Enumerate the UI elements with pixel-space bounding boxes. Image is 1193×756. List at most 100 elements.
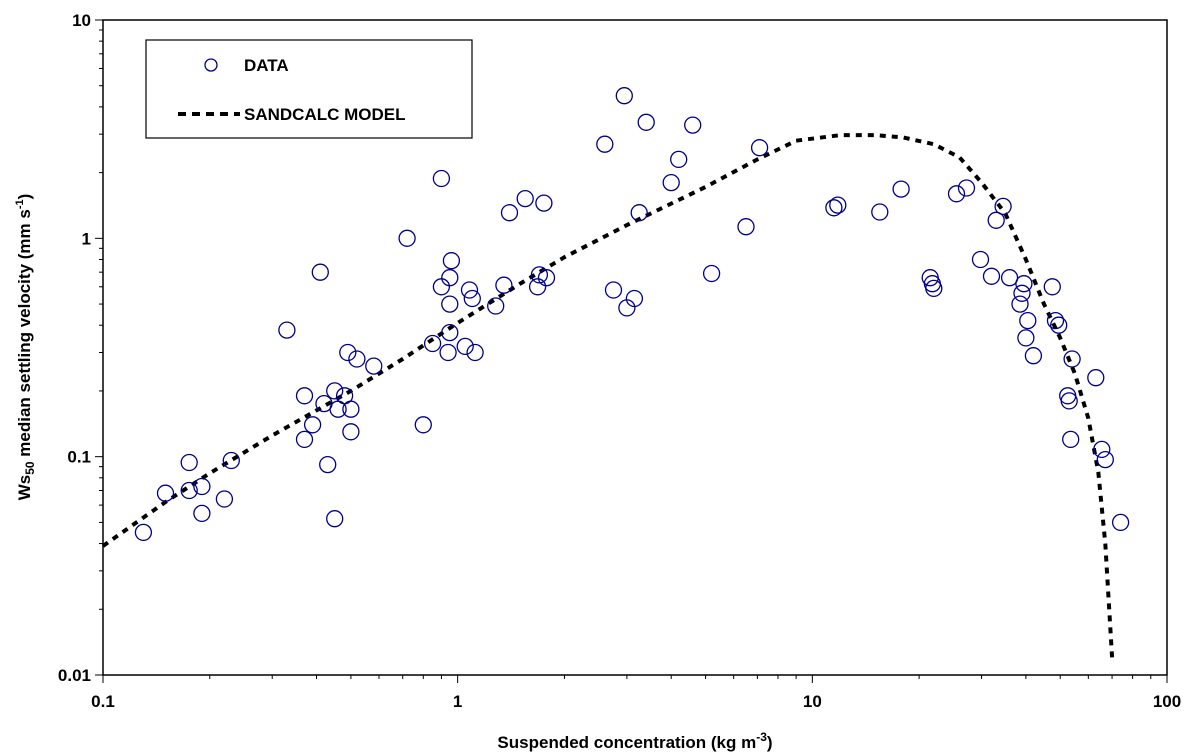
legend: DATA SANDCALC MODEL — [145, 39, 473, 139]
data-point — [348, 350, 366, 368]
legend-data-label: DATA — [244, 56, 289, 75]
data-point — [957, 179, 976, 197]
legend-model-label: SANDCALC MODEL — [244, 105, 406, 124]
plot-frame — [102, 19, 1168, 676]
data-point — [432, 278, 451, 296]
data-point — [604, 281, 623, 299]
data-point — [326, 382, 344, 400]
data-point — [1015, 275, 1033, 293]
data-point — [500, 204, 519, 222]
data-point — [193, 504, 211, 523]
data-point — [439, 343, 457, 362]
y-axis-title-rest: median settling velocity (mm s — [15, 209, 34, 461]
x-tick-label: 1 — [453, 692, 462, 711]
data-point — [625, 289, 644, 308]
data-point — [662, 173, 680, 192]
data-point — [892, 180, 910, 198]
y-tick-label: 10 — [72, 11, 91, 30]
data-point — [319, 455, 337, 474]
data-point — [516, 189, 534, 208]
data-point — [441, 295, 459, 313]
data-point — [994, 197, 1012, 216]
x-axis-title-end: ) — [767, 733, 773, 752]
data-point — [1017, 329, 1035, 347]
x-axis-title-sup: -3 — [756, 730, 767, 744]
data-point — [222, 451, 240, 470]
y-tick-label: 0.01 — [58, 666, 91, 685]
x-axis-title-main: Suspended concentration (kg m — [497, 733, 756, 752]
data-point — [1062, 430, 1080, 449]
data-point — [947, 185, 966, 203]
data-point — [1024, 347, 1043, 365]
data-point — [871, 203, 889, 221]
data-point — [535, 194, 553, 212]
data-point — [1050, 316, 1068, 334]
data-point — [925, 279, 943, 298]
data-point — [528, 278, 547, 296]
data-point — [615, 87, 633, 105]
data-point — [398, 229, 416, 247]
data-point — [530, 266, 549, 284]
data-point — [342, 400, 360, 418]
legend-data-marker — [204, 58, 218, 72]
points-layer — [134, 87, 1130, 542]
data-point — [466, 343, 484, 362]
data-point — [670, 150, 688, 169]
data-point — [1043, 278, 1061, 296]
data-point — [460, 281, 479, 299]
data-point — [303, 416, 322, 434]
data-point — [463, 289, 481, 308]
data-point — [423, 334, 442, 353]
data-point — [414, 416, 432, 434]
data-point — [441, 269, 459, 287]
x-tick-label: 0.1 — [91, 692, 115, 711]
data-point — [1011, 295, 1029, 313]
data-point — [971, 250, 990, 269]
data-point — [637, 113, 655, 131]
data-point — [596, 135, 614, 153]
data-point — [684, 116, 702, 134]
data-point — [487, 297, 505, 315]
legend-box — [145, 39, 473, 139]
data-point — [295, 430, 314, 449]
data-point — [441, 323, 459, 342]
data-point — [1000, 269, 1019, 287]
y-axis-title-main: Ws — [15, 475, 34, 501]
data-point — [737, 218, 755, 236]
data-point — [1046, 311, 1065, 330]
y-axis-title-sub: 50 — [23, 461, 37, 475]
data-point — [1093, 440, 1111, 459]
data-point — [180, 453, 198, 472]
data-point — [215, 490, 234, 508]
data-point — [537, 269, 556, 287]
y-tick-label: 0.1 — [67, 448, 91, 467]
y-tick-label: 1 — [82, 229, 91, 248]
data-point — [1013, 284, 1031, 302]
data-point — [702, 264, 721, 283]
data-point — [432, 169, 451, 188]
y-axis-title-end: ) — [15, 194, 34, 200]
data-point — [193, 477, 211, 496]
y-axis-title: Ws50 median settling velocity (mm s-1) — [14, 194, 37, 501]
data-point — [1063, 350, 1081, 368]
data-point — [134, 523, 153, 542]
x-tick-label: 100 — [1153, 692, 1181, 711]
data-point — [311, 263, 329, 281]
data-point — [1111, 513, 1130, 532]
data-point — [982, 267, 1001, 285]
data-point — [278, 321, 296, 339]
data-point — [365, 357, 383, 375]
model-series-line — [101, 133, 1115, 658]
data-point — [1059, 387, 1077, 405]
data-point — [1096, 450, 1114, 469]
y-axis-title-sup: -1 — [14, 199, 26, 209]
data-point — [1087, 369, 1105, 387]
data-point — [156, 484, 175, 502]
model-layer — [101, 133, 1115, 658]
data-point — [442, 252, 461, 270]
data-point — [825, 199, 843, 217]
data-point — [1060, 392, 1078, 410]
data-point — [339, 343, 357, 362]
